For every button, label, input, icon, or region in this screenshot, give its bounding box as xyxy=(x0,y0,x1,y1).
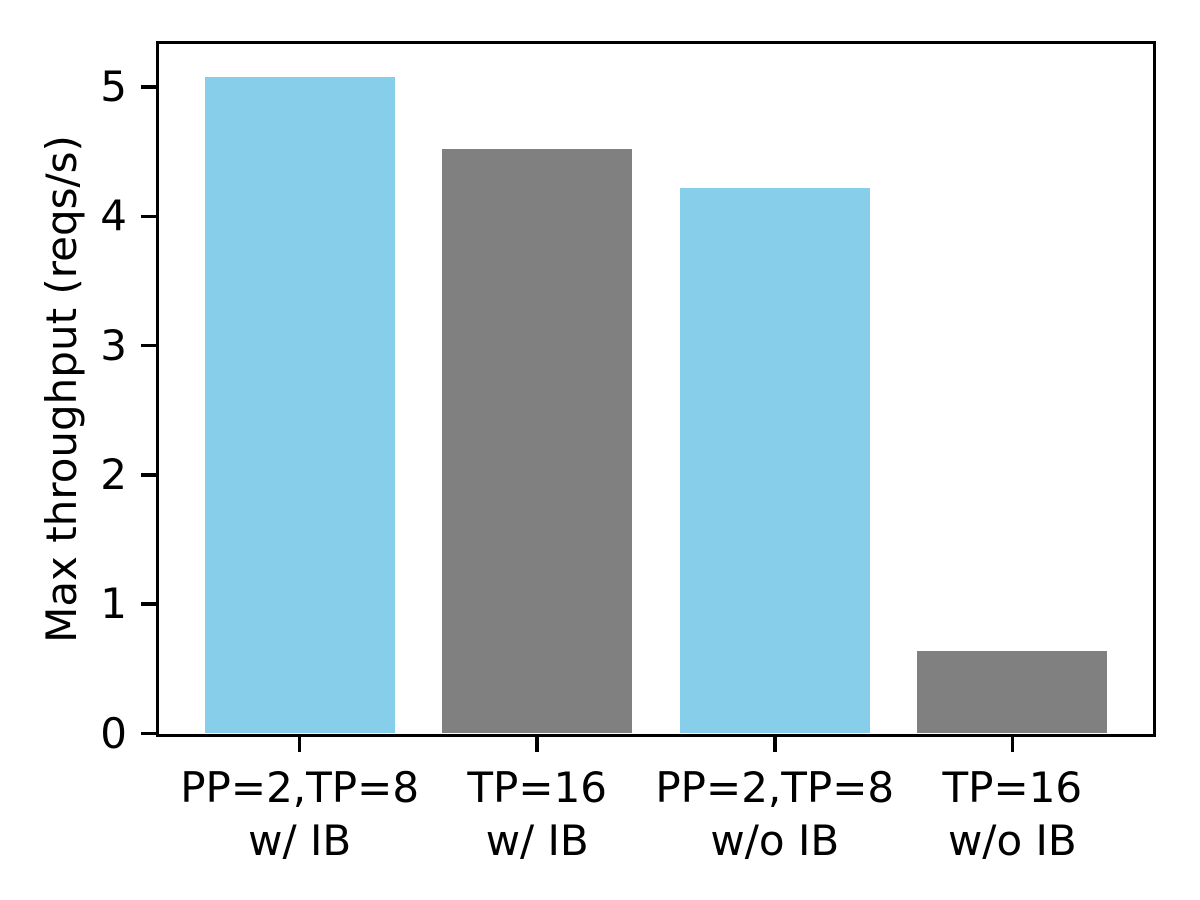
y-tick-mark xyxy=(141,85,156,89)
y-tick-label: 5 xyxy=(100,62,127,112)
y-tick-mark xyxy=(141,214,156,219)
y-tick-label: 0 xyxy=(100,708,127,758)
x-tick-mark xyxy=(1010,737,1015,752)
y-tick-mark xyxy=(141,731,156,736)
x-tick-label: TP=16 w/o IB xyxy=(942,763,1083,865)
plot-area-frame xyxy=(156,41,1156,737)
x-tick-label: PP=2,TP=8 w/ IB xyxy=(180,763,420,865)
y-tick-mark xyxy=(141,602,156,606)
x-tick-mark xyxy=(773,737,777,752)
x-tick-label: PP=2,TP=8 w/o IB xyxy=(655,763,895,865)
y-axis-label: Max throughput (reqs/s) xyxy=(37,135,86,643)
y-tick-mark xyxy=(141,343,156,348)
x-tick-mark xyxy=(535,737,539,752)
x-tick-mark xyxy=(297,737,302,752)
y-tick-mark xyxy=(141,473,156,477)
x-tick-label: TP=16 w/ IB xyxy=(467,763,608,865)
